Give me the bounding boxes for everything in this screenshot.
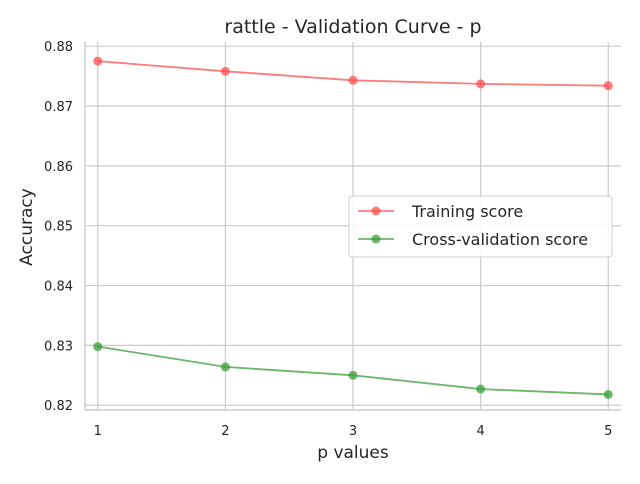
x-tick-label: 2	[221, 424, 229, 439]
data-point	[476, 384, 486, 394]
y-axis-label: Accuracy	[17, 188, 37, 266]
legend-frame	[348, 195, 613, 258]
data-point	[220, 362, 230, 372]
data-point	[93, 342, 103, 352]
grid-layer	[85, 42, 621, 410]
chart-title: rattle - Validation Curve - p	[224, 16, 481, 38]
tick-labels: 0.82 0.83 0.84 0.85 0.86 0.87 0.88 1 2 3 4 5	[44, 40, 612, 439]
y-tick-label: 0.88	[44, 40, 73, 55]
y-tick-label: 0.85	[44, 220, 73, 235]
series-cross-validation-score	[93, 342, 613, 399]
data-point	[220, 66, 230, 76]
data-point	[603, 389, 613, 399]
legend-entry-training: Training score	[358, 202, 523, 221]
x-tick-label: 4	[476, 424, 484, 439]
legend-label-cross-validation: Cross-validation score	[412, 230, 588, 249]
axes-spines	[84, 42, 621, 411]
legend-marker-cross-validation	[371, 234, 381, 244]
legend-entry-cross-validation: Cross-validation score	[358, 230, 588, 249]
y-tick-label: 0.82	[44, 399, 73, 414]
y-tick-label: 0.87	[44, 100, 73, 115]
data-point	[476, 79, 486, 89]
data-point	[348, 370, 358, 380]
legend-marker-training	[371, 206, 381, 216]
x-tick-label: 3	[349, 424, 357, 439]
x-axis-label: p values	[317, 443, 389, 463]
x-tick-label: 1	[94, 424, 102, 439]
data-point	[93, 56, 103, 66]
legend: Training score Cross-validation score	[348, 195, 613, 258]
series-training-score	[93, 56, 613, 91]
y-tick-label: 0.86	[44, 160, 73, 175]
y-tick-label: 0.83	[44, 339, 73, 354]
legend-label-training: Training score	[411, 202, 523, 221]
y-tick-label: 0.84	[44, 280, 73, 295]
series-layer	[93, 56, 613, 399]
data-point	[348, 75, 358, 85]
x-tick-label: 5	[604, 424, 612, 439]
data-point	[603, 81, 613, 91]
